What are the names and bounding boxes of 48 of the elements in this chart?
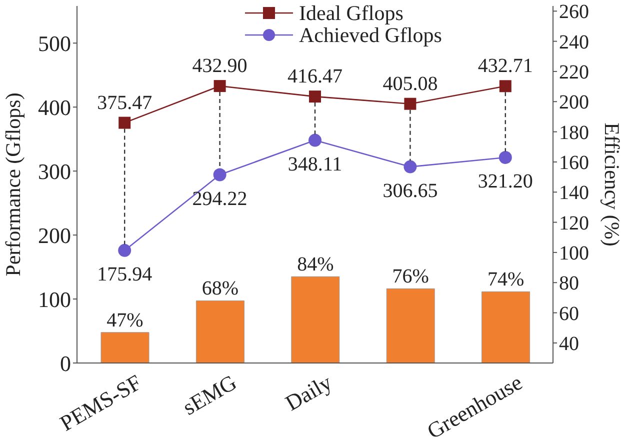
y-axis-title: Performance (Gflops): [1, 92, 25, 276]
point: [214, 80, 226, 92]
y2-tick-label: 180: [559, 122, 589, 144]
data-label: 74%: [487, 268, 524, 291]
y2-tick-label: 60: [559, 302, 579, 325]
data-label: 432.71: [478, 55, 533, 78]
y2-tick-label: 260: [559, 1, 589, 24]
point: [498, 151, 512, 164]
y2-tick-label: 100: [559, 242, 589, 265]
y2-tick-label: 240: [559, 31, 589, 54]
y2-axis-title: Efficiency (%): [600, 122, 624, 246]
y2-tick-label: 80: [559, 272, 579, 295]
y2-tick-label: 220: [559, 62, 589, 84]
data-label: 84%: [297, 254, 334, 276]
y-tick-label: 100: [38, 286, 71, 312]
point: [118, 244, 132, 257]
point: [499, 80, 512, 92]
y-tick-label: 400: [38, 94, 71, 120]
data-label: 321.20: [478, 170, 533, 192]
data-label: 432.90: [192, 55, 248, 78]
y2-tick-label: 40: [559, 333, 579, 356]
data-label: 405.08: [382, 72, 438, 95]
data-label: 416.47: [288, 66, 342, 88]
y-tick-label: 500: [38, 30, 71, 56]
data-label: 68%: [202, 278, 239, 300]
y2-tick-label: 120: [559, 212, 589, 234]
legend-label: Achieved Gflops: [299, 23, 442, 47]
y2-tick-label: 200: [559, 92, 589, 114]
point: [213, 168, 226, 182]
y2-tick-label: 160: [559, 152, 589, 174]
y-tick-label: 200: [38, 222, 71, 248]
y-tick-label: 0: [60, 350, 71, 376]
data-label: 306.65: [382, 180, 438, 202]
x-tick-label: Daily: [281, 370, 336, 416]
data-label: 175.94: [97, 263, 152, 286]
point: [118, 116, 131, 129]
point: [309, 90, 321, 103]
data-label: 294.22: [192, 188, 248, 210]
point: [404, 98, 416, 110]
data-label: 348.11: [288, 153, 342, 176]
point: [404, 160, 417, 174]
point: [308, 134, 322, 147]
y-tick-label: 300: [38, 158, 71, 184]
data-label: 375.47: [97, 92, 152, 114]
data-label: 76%: [392, 266, 429, 288]
data-label: 47%: [106, 309, 144, 332]
legend-label: Ideal Gflops: [299, 1, 404, 25]
y2-tick-label: 140: [559, 182, 589, 204]
